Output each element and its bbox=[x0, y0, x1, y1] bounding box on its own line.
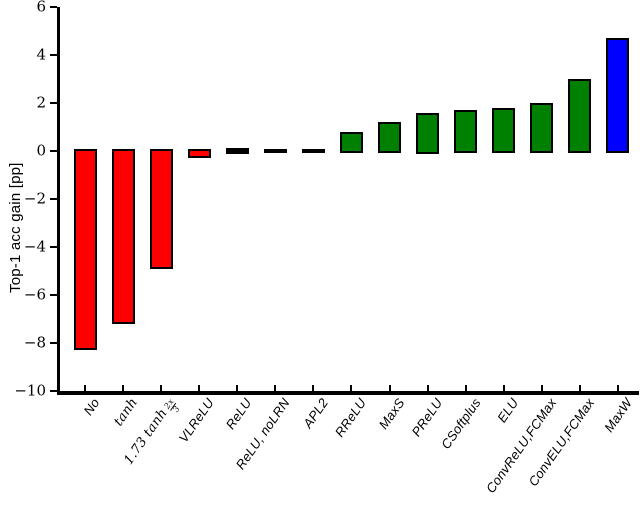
bar-elu bbox=[492, 107, 516, 154]
x-tick-no bbox=[84, 385, 86, 391]
y-tick-6 bbox=[50, 6, 57, 8]
y-tick-label-10: −10 bbox=[14, 381, 46, 400]
bar-convelu-fcmax bbox=[568, 78, 592, 154]
x-tick-label-vlrelu: VLReLU bbox=[175, 395, 217, 446]
x-tick-csoftplus bbox=[464, 385, 467, 391]
y-tick-label-4: 4 bbox=[36, 45, 46, 64]
y-tick-10 bbox=[50, 390, 57, 392]
x-tick-label-tanh: tanh bbox=[110, 395, 141, 430]
x-tick-vlrelu bbox=[198, 385, 201, 391]
bar-vlrelu bbox=[187, 148, 211, 159]
bar-csoftplus bbox=[454, 110, 478, 154]
x-tick-label-elu: ELU bbox=[494, 395, 522, 426]
x-tick-convrelu-fcmax bbox=[540, 385, 543, 391]
y-tick-label-4: −4 bbox=[23, 237, 46, 256]
x-tick-label-apl2: APL2 bbox=[299, 395, 331, 431]
y-tick-4 bbox=[50, 246, 57, 248]
bar-rrelu bbox=[339, 131, 363, 154]
x-axis-spine bbox=[57, 391, 639, 395]
bar-prelu bbox=[416, 112, 440, 154]
y-tick-4 bbox=[50, 54, 57, 56]
x-tick-label-prelu: PReLU bbox=[408, 395, 446, 440]
x-tick-elu bbox=[502, 385, 505, 391]
x-tick-maxs bbox=[388, 385, 391, 391]
y-tick-label-2: 2 bbox=[36, 93, 46, 112]
x-tick-relu bbox=[236, 385, 239, 391]
x-tick-label-rrelu: RReLU bbox=[331, 395, 369, 440]
x-tick-label-no: No bbox=[80, 395, 103, 418]
bar-no bbox=[73, 148, 97, 351]
bar-relu bbox=[225, 148, 249, 154]
bar-1-73-tanh-2x-3 bbox=[149, 148, 173, 269]
x-tick-prelu bbox=[426, 385, 429, 391]
y-tick-label-0: 0 bbox=[36, 141, 46, 160]
x-tick-convelu-fcmax bbox=[578, 385, 581, 391]
bar-maxs bbox=[378, 122, 402, 154]
x-tick-rrelu bbox=[350, 385, 353, 391]
bar-maxw bbox=[606, 38, 630, 154]
x-tick-label-maxs: MaxS bbox=[375, 395, 408, 432]
bar-relu-nolrn bbox=[263, 149, 287, 153]
y-tick-label-8: −8 bbox=[23, 333, 46, 352]
y-tick-8 bbox=[50, 342, 57, 344]
y-axis-spine bbox=[57, 7, 60, 394]
x-tick-1-73-tanh-2x-3 bbox=[160, 385, 163, 391]
y-tick-6 bbox=[50, 294, 57, 296]
x-tick-tanh bbox=[122, 385, 125, 391]
y-tick-2 bbox=[50, 198, 57, 200]
x-tick-relu-nolrn bbox=[274, 385, 277, 391]
x-tick-label-relu: ReLU bbox=[222, 395, 255, 432]
x-tick-apl2 bbox=[312, 385, 315, 391]
bar-convrelu-fcmax bbox=[530, 102, 554, 154]
y-tick-label-6: −6 bbox=[23, 285, 46, 304]
y-tick-label-6: 6 bbox=[36, 0, 46, 16]
x-tick-label-maxw: MaxW bbox=[601, 395, 636, 435]
x-tick-maxw bbox=[616, 385, 619, 391]
y-axis-title: Top-1 acc gain [pp] bbox=[7, 162, 24, 293]
y-tick-label-2: −2 bbox=[23, 189, 46, 208]
y-tick-0 bbox=[50, 150, 57, 152]
bar-apl2 bbox=[301, 149, 325, 153]
y-tick-2 bbox=[50, 102, 57, 104]
bar-tanh bbox=[111, 148, 135, 324]
